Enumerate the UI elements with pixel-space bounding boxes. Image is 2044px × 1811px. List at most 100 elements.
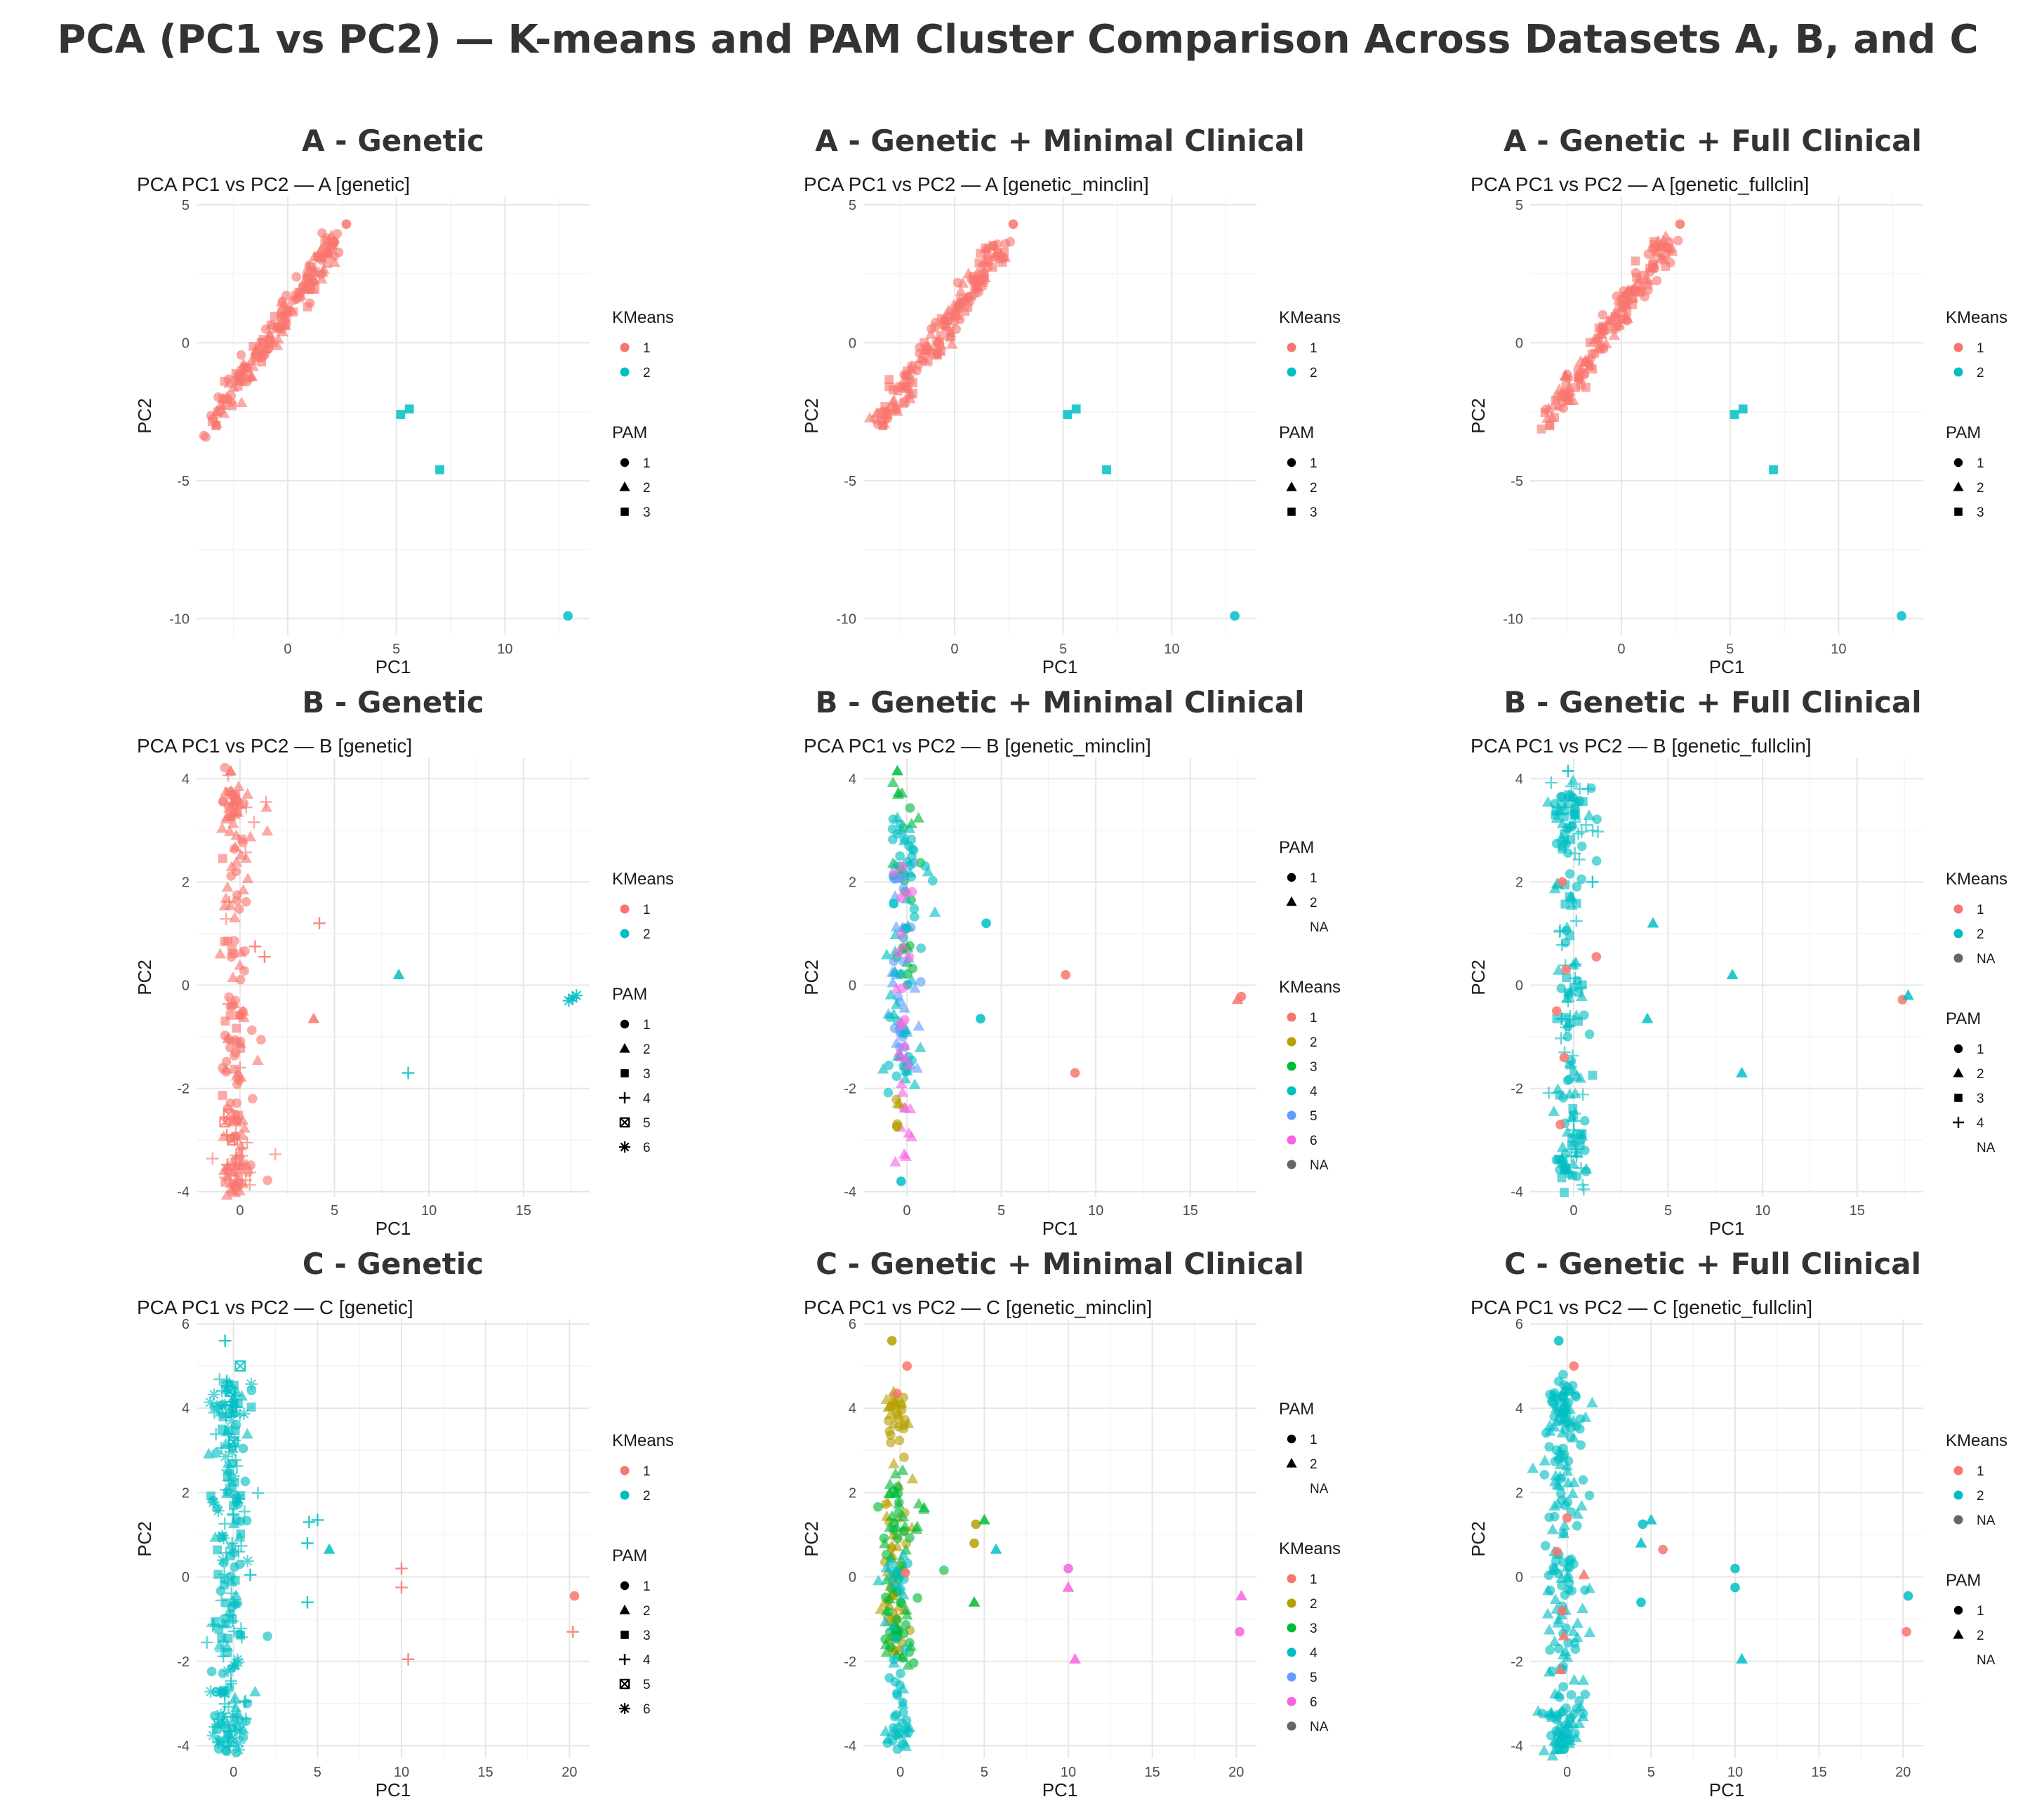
data-point xyxy=(879,1537,891,1548)
data-point xyxy=(1235,1589,1247,1600)
data-point xyxy=(213,392,223,402)
x-tick-label: 0 xyxy=(284,642,291,657)
legend-key xyxy=(1953,1515,1963,1525)
x-tick-label: 20 xyxy=(1228,1765,1244,1780)
x-axis-label: PC1 xyxy=(376,1218,411,1239)
data-point xyxy=(246,1386,257,1395)
y-tick-label: -2 xyxy=(844,1654,856,1670)
data-point xyxy=(1575,1499,1588,1511)
data-point xyxy=(1567,1431,1580,1442)
data-point xyxy=(969,1538,979,1548)
data-point xyxy=(896,1651,908,1662)
data-point xyxy=(226,1614,239,1628)
x-axis-label: PC1 xyxy=(376,656,411,677)
data-point xyxy=(1230,611,1240,621)
data-point xyxy=(1584,1626,1596,1638)
data-point xyxy=(1554,1643,1564,1654)
data-point xyxy=(1562,764,1574,778)
grid xyxy=(863,197,1256,635)
data-point xyxy=(237,1005,249,1016)
data-point xyxy=(883,1400,896,1411)
data-point xyxy=(901,1065,913,1076)
data-point xyxy=(872,1501,883,1512)
data-point xyxy=(220,1128,233,1141)
data-point xyxy=(1769,465,1778,475)
data-point xyxy=(1586,875,1599,889)
x-axis-label: PC1 xyxy=(376,1779,411,1800)
data-point xyxy=(291,272,302,282)
legend-key xyxy=(1287,1061,1296,1071)
data-point xyxy=(918,352,931,364)
data-point xyxy=(927,875,938,886)
data-point xyxy=(201,432,211,442)
data-point xyxy=(235,974,246,985)
data-point xyxy=(1558,1407,1568,1417)
x-tick-label: 0 xyxy=(950,642,958,657)
data-point xyxy=(225,1674,237,1687)
legend-label: 1 xyxy=(1310,1572,1318,1587)
data-point xyxy=(976,1014,985,1024)
data-point xyxy=(891,1634,901,1644)
data-point xyxy=(231,1748,241,1758)
data-point xyxy=(233,1724,246,1737)
y-tick-label: 5 xyxy=(1515,198,1523,213)
data-point xyxy=(227,381,240,392)
data-point xyxy=(1008,219,1018,230)
data-point xyxy=(223,1739,235,1752)
data-point xyxy=(1586,824,1599,837)
data-point xyxy=(891,1399,901,1409)
data-point xyxy=(1576,990,1588,1001)
legend-key xyxy=(620,1069,629,1077)
legend-key xyxy=(1287,1012,1296,1022)
data-point xyxy=(223,1608,237,1621)
data-point xyxy=(1577,874,1586,884)
data-point xyxy=(898,1548,910,1560)
grid xyxy=(1530,758,1923,1197)
data-point xyxy=(901,1716,912,1725)
y-tick-label: -5 xyxy=(177,474,190,489)
data-point xyxy=(236,350,246,360)
data-point xyxy=(1561,964,1571,975)
data-point xyxy=(1565,1111,1578,1122)
legend-label: 4 xyxy=(1310,1646,1318,1661)
data-point xyxy=(234,1139,247,1150)
data-point xyxy=(315,243,328,254)
legend-key xyxy=(619,482,630,491)
data-point xyxy=(213,1570,223,1579)
data-point xyxy=(1062,1581,1075,1592)
legend-label: 2 xyxy=(643,1604,651,1619)
data-point xyxy=(1556,817,1569,828)
y-tick-label: 0 xyxy=(849,979,856,994)
data-point xyxy=(232,1116,243,1126)
y-tick-label: -4 xyxy=(844,1739,856,1754)
data-point xyxy=(220,913,233,925)
data-point xyxy=(1548,882,1561,894)
data-point xyxy=(1556,1426,1569,1438)
data-point xyxy=(1102,465,1111,475)
data-point xyxy=(894,1435,905,1446)
data-point xyxy=(1738,404,1748,414)
x-tick-label: 10 xyxy=(1061,1765,1076,1780)
data-point xyxy=(1551,807,1561,816)
data-point xyxy=(997,258,1007,267)
data-point xyxy=(1558,1527,1570,1539)
legend-title: PAM xyxy=(1946,1009,1981,1028)
data-point xyxy=(902,1659,914,1670)
data-point xyxy=(207,1618,220,1631)
data-point xyxy=(924,328,937,339)
data-point xyxy=(953,277,963,288)
data-point xyxy=(281,314,291,324)
data-point xyxy=(239,801,253,814)
data-point xyxy=(863,411,876,423)
data-point xyxy=(1577,1711,1589,1722)
data-point xyxy=(903,1558,912,1569)
data-point xyxy=(891,983,903,994)
data-point xyxy=(1562,1031,1573,1042)
data-point xyxy=(1578,1568,1590,1579)
data-point xyxy=(206,1729,220,1742)
legend: KMeans 1 2 PAM 1 2 3 xyxy=(1946,308,2007,520)
y-tick-label: 4 xyxy=(182,1401,190,1417)
data-points xyxy=(872,1336,1247,1754)
data-point xyxy=(903,969,912,979)
data-point xyxy=(243,1179,256,1191)
